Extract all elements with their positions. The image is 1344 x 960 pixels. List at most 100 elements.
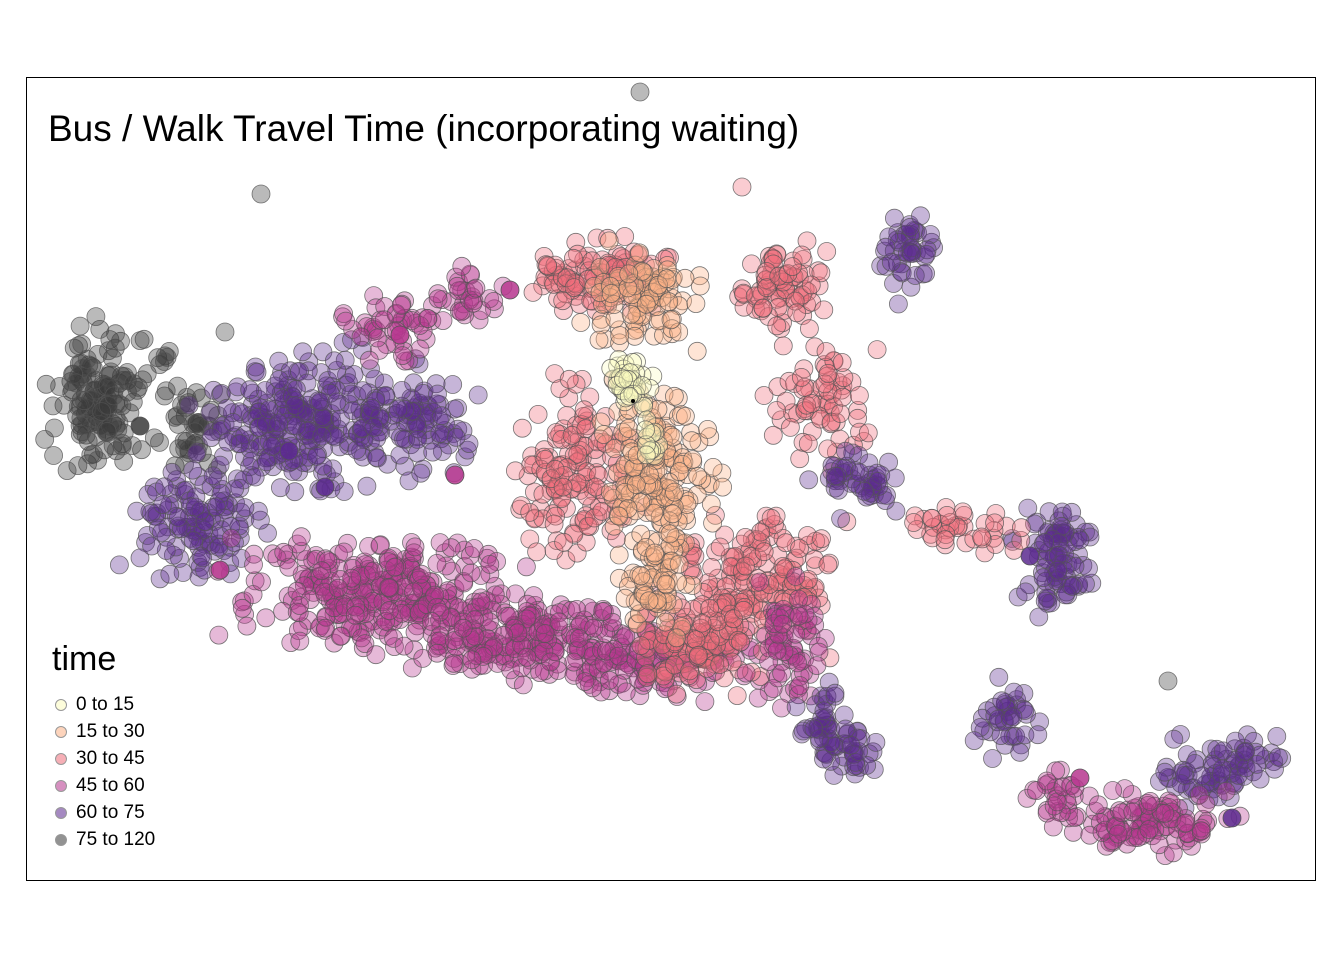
travel-time-point	[99, 341, 118, 361]
travel-time-point	[902, 244, 922, 264]
travel-time-point	[790, 676, 810, 695]
travel-time-point	[154, 477, 174, 497]
travel-time-point	[574, 406, 593, 426]
travel-time-point	[559, 369, 579, 389]
travel-time-point	[228, 377, 248, 397]
travel-time-point	[289, 603, 309, 623]
travel-time-point	[229, 516, 249, 536]
travel-time-point	[123, 392, 143, 412]
travel-time-point	[423, 442, 443, 462]
travel-time-point	[584, 618, 603, 638]
travel-time-point	[761, 508, 781, 528]
travel-time-point	[1108, 824, 1128, 844]
travel-time-point	[545, 459, 565, 479]
travel-time-point	[781, 417, 800, 437]
travel-time-point	[424, 587, 444, 607]
travel-time-point	[152, 523, 171, 542]
travel-time-point	[269, 413, 289, 433]
travel-time-point	[447, 276, 467, 296]
travel-time-point	[703, 457, 723, 477]
travel-time-point	[369, 340, 389, 360]
travel-time-point	[462, 650, 482, 670]
travel-time-point	[1247, 755, 1267, 774]
travel-time-point	[402, 311, 422, 330]
travel-time-point	[609, 646, 629, 666]
travel-time-point	[430, 533, 450, 552]
travel-time-point	[276, 550, 296, 570]
travel-time-point	[695, 692, 715, 711]
travel-time-point	[210, 455, 230, 475]
travel-time-point	[1269, 747, 1288, 767]
travel-time-point	[837, 512, 857, 532]
travel-time-point	[90, 319, 110, 339]
travel-time-point	[183, 460, 203, 480]
travel-time-point	[379, 552, 398, 572]
travel-time-point	[307, 446, 327, 466]
travel-time-point	[257, 452, 276, 472]
travel-time-point	[336, 311, 356, 331]
travel-time-point	[390, 445, 410, 465]
travel-time-point	[240, 439, 260, 459]
travel-time-point	[527, 542, 546, 562]
travel-time-point	[70, 424, 90, 444]
travel-time-point	[571, 313, 591, 332]
travel-time-point	[656, 574, 676, 594]
travel-time-point	[375, 297, 395, 316]
travel-time-point	[583, 678, 603, 698]
travel-time-point	[204, 380, 223, 400]
travel-time-point	[211, 420, 231, 440]
travel-time-point	[392, 380, 412, 400]
travel-time-point	[206, 497, 226, 517]
travel-time-point	[413, 308, 432, 328]
travel-time-point	[545, 642, 565, 661]
travel-time-point	[831, 404, 850, 423]
travel-time-point	[478, 629, 497, 649]
travel-time-point	[313, 456, 333, 476]
travel-time-point	[584, 508, 604, 528]
travel-time-point	[1010, 742, 1030, 762]
travel-time-point	[619, 418, 638, 438]
travel-time-point	[395, 351, 415, 371]
travel-time-point	[68, 397, 88, 417]
travel-time-point	[432, 406, 452, 426]
travel-time-point	[104, 386, 124, 406]
travel-time-point	[114, 451, 134, 471]
travel-time-point	[1155, 803, 1175, 823]
travel-time-point	[512, 496, 531, 516]
travel-time-point	[407, 414, 427, 434]
travel-time-point	[214, 541, 234, 560]
travel-time-point	[127, 501, 147, 521]
legend-item-45-60: 45 to 60	[52, 772, 155, 799]
travel-time-point	[577, 462, 597, 482]
travel-time-point	[786, 567, 806, 586]
travel-time-point	[404, 543, 424, 563]
travel-time-point	[436, 556, 456, 576]
travel-time-point	[698, 419, 717, 439]
travel-time-point	[445, 465, 465, 485]
travel-time-point	[394, 429, 413, 449]
travel-time-point	[983, 749, 1002, 768]
travel-time-point	[212, 383, 231, 403]
travel-time-point	[410, 339, 430, 359]
travel-time-point	[530, 663, 550, 682]
travel-time-point	[404, 373, 424, 393]
travel-time-point	[245, 362, 265, 382]
legend-title: time	[52, 640, 117, 678]
travel-time-point	[922, 508, 942, 528]
travel-time-point	[734, 600, 753, 620]
travel-time-point	[1035, 532, 1055, 552]
travel-time-point	[904, 513, 923, 532]
travel-time-point	[344, 365, 364, 384]
travel-time-point	[510, 499, 530, 519]
travel-time-point	[1070, 768, 1090, 788]
travel-time-point	[814, 749, 833, 769]
travel-time-point	[124, 374, 144, 394]
travel-time-point	[364, 561, 383, 581]
travel-time-point	[818, 555, 838, 575]
travel-time-point	[1028, 725, 1048, 745]
travel-time-point	[187, 442, 207, 462]
travel-time-point	[387, 422, 407, 442]
travel-time-point	[773, 336, 793, 356]
travel-time-point	[1003, 707, 1023, 727]
